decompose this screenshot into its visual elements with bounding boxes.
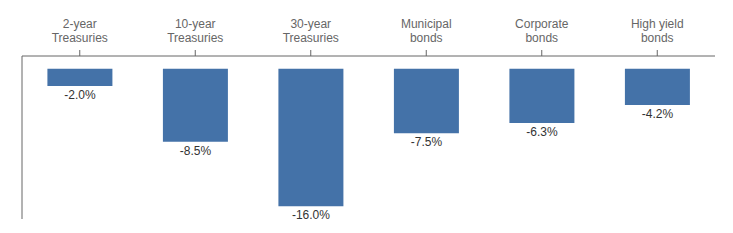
svg-text:Municipalbonds: Municipalbonds (401, 17, 452, 45)
svg-text:Corporatebonds: Corporatebonds (515, 17, 569, 45)
svg-text:2-yearTreasuries: 2-yearTreasuries (52, 17, 108, 45)
svg-text:30-yearTreasuries: 30-yearTreasuries (283, 17, 339, 45)
svg-text:10-yearTreasuries: 10-yearTreasuries (167, 17, 223, 45)
svg-text:-16.0%: -16.0% (292, 208, 330, 222)
svg-text:-6.3%: -6.3% (526, 125, 558, 139)
svg-text:-4.2%: -4.2% (642, 107, 674, 121)
svg-text:-2.0%: -2.0% (64, 88, 96, 102)
svg-text:-7.5%: -7.5% (411, 135, 443, 149)
svg-text:-8.5%: -8.5% (180, 144, 212, 158)
svg-text:High yieldbonds: High yieldbonds (631, 17, 684, 45)
